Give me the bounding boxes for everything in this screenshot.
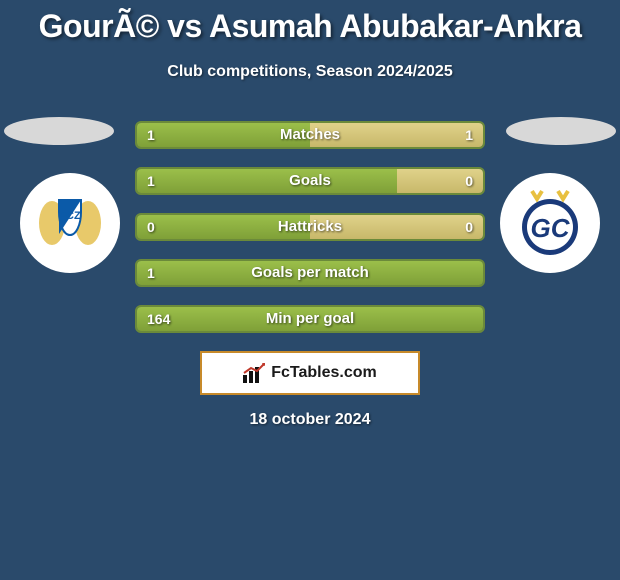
svg-text:GC: GC bbox=[531, 213, 571, 243]
page-subtitle: Club competitions, Season 2024/2025 bbox=[0, 63, 620, 81]
team-badge-left: FCZ bbox=[20, 173, 120, 273]
stat-label: Min per goal bbox=[137, 307, 483, 331]
stat-label: Goals bbox=[137, 169, 483, 193]
gc-crest-icon: GC bbox=[510, 183, 590, 263]
fcz-crest-icon: FCZ bbox=[35, 188, 105, 258]
team-badge-right: GC bbox=[500, 173, 600, 273]
chart-icon bbox=[243, 363, 265, 383]
brand-box[interactable]: FcTables.com bbox=[200, 351, 420, 395]
stat-row: 10Goals bbox=[135, 167, 485, 195]
page-title: GourÃ© vs Asumah Abubakar-Ankra bbox=[0, 0, 620, 45]
stat-label: Hattricks bbox=[137, 215, 483, 239]
ellipse-left bbox=[4, 117, 114, 145]
footer-date: 18 october 2024 bbox=[0, 411, 620, 429]
stat-label: Goals per match bbox=[137, 261, 483, 285]
stat-row: 164Min per goal bbox=[135, 305, 485, 333]
brand-text: FcTables.com bbox=[271, 364, 377, 382]
stats-area: FCZ GC 11Matches 10Goals 00Hattricks 1Goals… bbox=[0, 121, 620, 333]
stat-row: 00Hattricks bbox=[135, 213, 485, 241]
stat-label: Matches bbox=[137, 123, 483, 147]
stat-row: 11Matches bbox=[135, 121, 485, 149]
stat-bars: 11Matches 10Goals 00Hattricks 1Goals per ma… bbox=[135, 121, 485, 333]
stat-row: 1Goals per match bbox=[135, 259, 485, 287]
svg-text:FCZ: FCZ bbox=[59, 210, 81, 222]
ellipse-right bbox=[506, 117, 616, 145]
